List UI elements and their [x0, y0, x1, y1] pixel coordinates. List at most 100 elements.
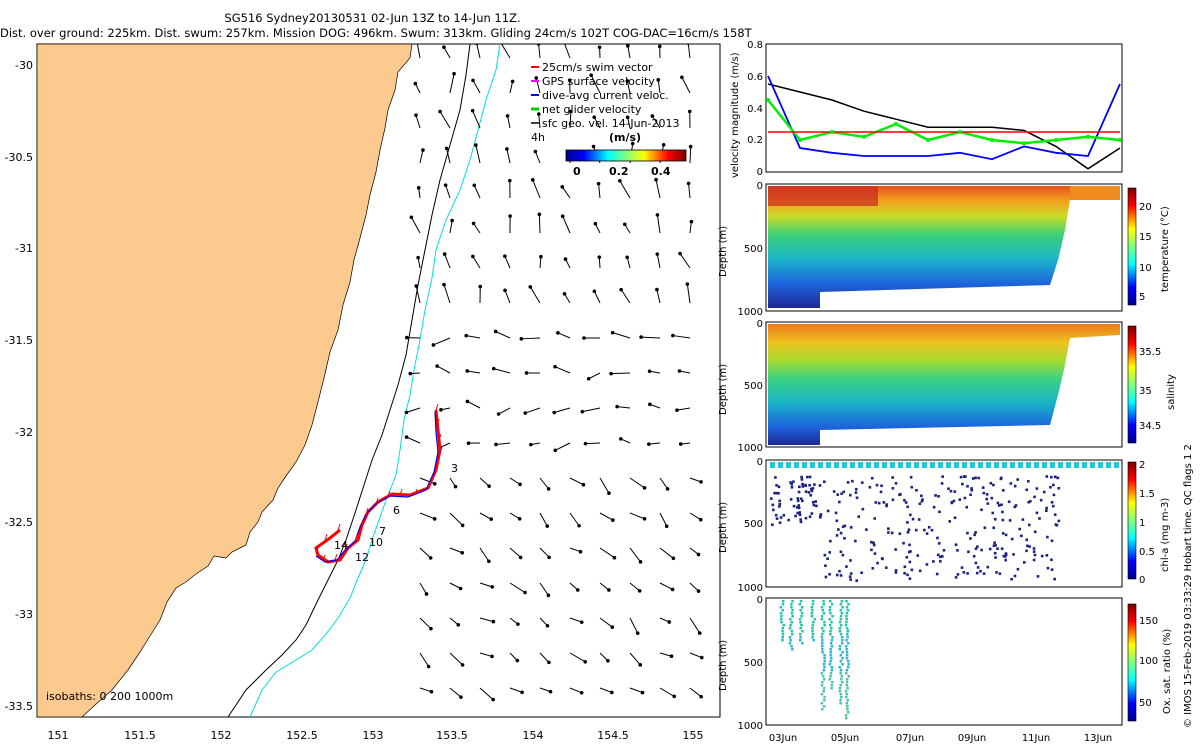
chla-surface-point — [986, 462, 991, 468]
velocity-arrow — [620, 289, 631, 304]
oxygen-point — [799, 627, 802, 630]
oxygen-point — [823, 705, 826, 708]
velocity-arrow — [410, 217, 421, 234]
chla-point — [1014, 504, 1018, 507]
velocity-arrow-head — [529, 442, 533, 447]
oxygen-point — [845, 600, 848, 603]
oxygen-point — [831, 681, 834, 684]
depth-axes: 0 500 1000 0 500 1000 0 500 1000 0 500 1… — [718, 181, 763, 732]
oxygen-colorbar — [1127, 603, 1137, 722]
oxygen-point — [845, 669, 849, 672]
chla-surface-point — [1034, 462, 1039, 468]
velocity-frame — [765, 43, 1123, 173]
oxygen-point — [821, 651, 824, 654]
velocity-arrow — [619, 180, 631, 199]
velocity-arrow-head — [580, 409, 585, 414]
chla-point — [920, 499, 924, 503]
oxygen-point — [844, 690, 848, 693]
oxygen-point — [812, 639, 815, 642]
chla-point — [808, 515, 812, 519]
oxygen-point — [844, 645, 848, 648]
chla-point — [828, 551, 832, 554]
chla-point — [920, 494, 923, 498]
chla-point — [798, 511, 802, 514]
velocity-arrow — [529, 286, 541, 304]
chla-point — [800, 478, 804, 481]
chla-point — [904, 501, 908, 504]
oxygen-point — [840, 612, 844, 615]
velocity-arrow — [629, 582, 640, 592]
velocity-arrow — [500, 44, 511, 59]
oxygen-point — [820, 702, 824, 705]
time-axis: 03Jun 05Jun 07Jun 09Jun 11Jun 13Jun — [769, 733, 1112, 744]
sal-cbar-tick: 34.5 — [1139, 421, 1161, 432]
chla-point — [890, 531, 894, 535]
chla-point — [1033, 553, 1037, 557]
chla-point — [875, 483, 879, 487]
velocity-arrow-head — [456, 623, 461, 627]
chla-point — [992, 544, 996, 547]
oxygen-point — [830, 687, 833, 690]
oxygen-point — [829, 657, 833, 660]
velocity-arrow-head — [562, 40, 566, 44]
chla-point — [840, 492, 843, 495]
chla-point — [1046, 535, 1049, 539]
oxygen-point — [841, 681, 844, 684]
oxygen-point — [798, 603, 802, 606]
chla-point — [1051, 504, 1055, 508]
velocity-arrow-head — [489, 517, 494, 521]
chla-point — [988, 547, 992, 551]
velocity-arrow — [599, 547, 615, 559]
chla-point — [1035, 487, 1039, 490]
velocity-arrow-head — [460, 550, 465, 555]
chla-point — [1036, 575, 1040, 578]
oxygen-point — [791, 600, 794, 603]
temperature-colorbar — [1127, 187, 1137, 306]
velocity-arrow — [689, 512, 702, 521]
oxygen-point — [790, 645, 793, 648]
chla-point — [1033, 495, 1036, 499]
oxygen-point — [823, 621, 826, 624]
velocity-arrow-head — [465, 369, 470, 373]
chla-point — [998, 572, 1002, 575]
chla-point — [815, 504, 818, 508]
chla-point — [966, 572, 969, 575]
depth-tick: 1000 — [738, 583, 763, 594]
oxygen-point — [822, 630, 825, 633]
chla-point — [940, 482, 944, 485]
velocity-arrow — [569, 111, 572, 129]
chla-point — [971, 477, 975, 480]
velocity-arrow-head — [567, 78, 572, 82]
velocity-arrow — [659, 547, 674, 559]
chla-point — [835, 534, 839, 537]
oxygen-point — [846, 630, 849, 633]
oxygen-point — [830, 684, 834, 687]
velocity-arrow-head — [657, 44, 662, 49]
chla-point — [940, 555, 944, 558]
velocity-arrow-head — [505, 114, 510, 118]
oxygen-point — [846, 666, 850, 669]
velocity-arrow-head — [539, 254, 543, 259]
chla-point — [792, 480, 795, 484]
chla-point — [849, 572, 853, 575]
chla-point — [779, 516, 783, 519]
chla-point — [1050, 475, 1053, 479]
depth-tick: 500 — [744, 381, 763, 392]
oxygen-point — [799, 636, 802, 639]
chla-point — [823, 553, 827, 557]
velocity-ylabel: velocity magnitude (m/s) — [730, 52, 741, 178]
oxygen-point — [788, 642, 792, 645]
velocity-arrow — [406, 436, 421, 444]
chla-point — [925, 532, 929, 535]
temperature-surface — [1070, 186, 1120, 200]
map-y-tick: -33.5 — [5, 700, 33, 713]
velocity-arrow — [689, 221, 692, 234]
chla-point — [879, 490, 883, 494]
velocity-arrow-head — [444, 146, 449, 151]
chla-point — [1028, 545, 1031, 548]
oxygen-point — [839, 609, 843, 612]
chla-point — [923, 528, 926, 532]
velocity-arrow — [506, 148, 511, 164]
velocity-arrow — [657, 79, 661, 94]
velocity-arrow-head — [443, 183, 448, 187]
